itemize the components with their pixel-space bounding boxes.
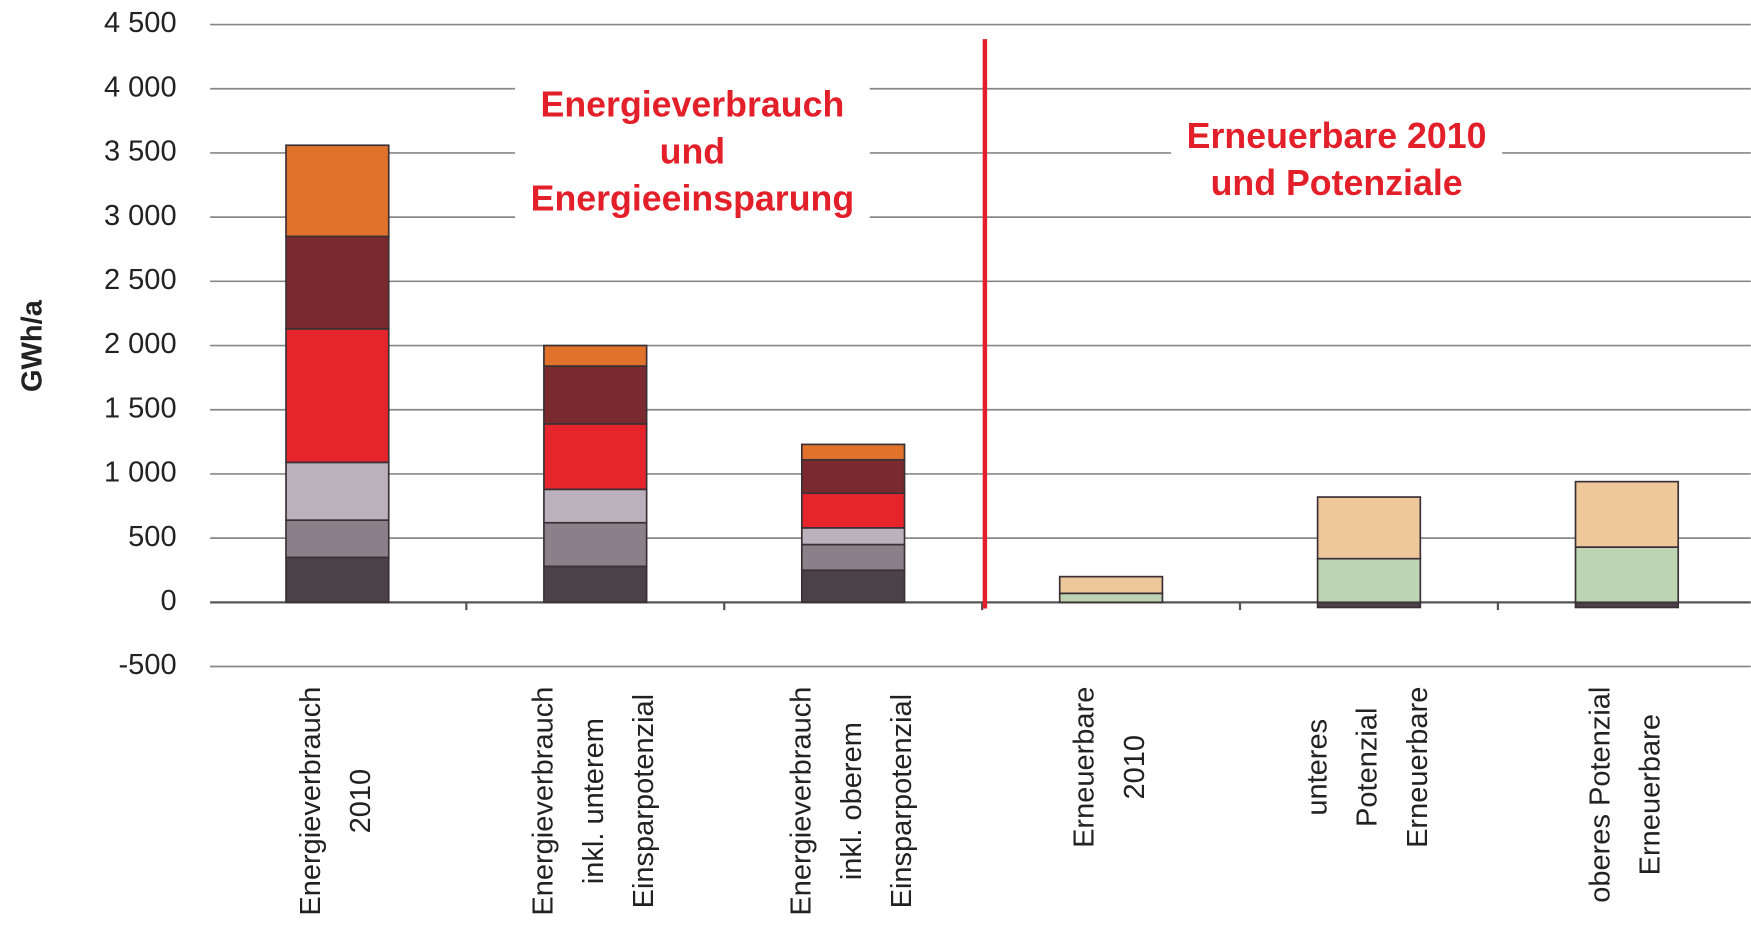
x-tick-label: 2010 [345, 769, 377, 834]
x-tick-label: Einsparpotenzial [886, 694, 918, 909]
y-axis-label: GWh/a [16, 299, 48, 392]
bar-segment [800, 458, 906, 495]
annotation-text: Energieeinsparung [531, 178, 855, 218]
bar-segment [1316, 557, 1422, 604]
y-tick-label: 2 500 [104, 264, 177, 296]
y-tick-label: 4 500 [104, 7, 177, 39]
bar-segment [285, 461, 390, 521]
y-tick-label: 2 000 [104, 328, 177, 360]
annotation-text: und [660, 132, 725, 172]
bar-segment [800, 543, 906, 572]
bar-segment [1316, 496, 1422, 560]
bar-segment [543, 565, 648, 604]
annotation: Erneuerbare 2010 und Potenziale [1171, 111, 1503, 208]
bar-segment [285, 519, 390, 559]
bar-segment [543, 488, 648, 524]
bar-segment [800, 527, 906, 546]
x-tick-label: Erneuerbare [1069, 687, 1101, 848]
y-tick-label: 3 500 [104, 136, 177, 168]
y-tick-label: 4 000 [104, 71, 177, 103]
bar-segment [1058, 575, 1164, 595]
y-tick-label: 3 000 [104, 200, 177, 232]
annotation-text: Energieverbrauch [541, 85, 845, 125]
bar-segment [543, 344, 648, 367]
bar-segment [1574, 546, 1680, 604]
x-tick-label: inkl. unterem [578, 718, 610, 884]
x-tick-label: Erneuerbare [1402, 687, 1434, 848]
annotation-text: und Potenziale [1211, 163, 1463, 203]
annotation: Energieverbrauch und Energieeinsparung [515, 80, 870, 223]
y-tick-label: 1 500 [104, 392, 177, 424]
bar-segment [285, 235, 390, 330]
bar-segment [285, 328, 390, 464]
x-tick-label: 2010 [1119, 735, 1151, 800]
y-tick-label: 500 [128, 521, 176, 553]
annotation-background [515, 80, 870, 223]
bar-segment [800, 443, 906, 461]
x-tick-label: Energieverbrauch [295, 687, 327, 916]
x-tick-label: unteres [1301, 719, 1333, 816]
bar-segment [800, 569, 906, 604]
bar-segment [285, 144, 390, 238]
bar-segment [543, 521, 648, 568]
x-tick-label: Energieverbrauch [786, 687, 818, 916]
x-tick-label: Potenzial [1352, 708, 1384, 827]
annotation-text: Erneuerbare 2010 [1187, 116, 1487, 156]
x-tick-label: Erneuerbare [1635, 714, 1667, 875]
bar-segment [285, 556, 390, 604]
x-tick-label: inkl. oberem [836, 722, 868, 880]
bar-segment [800, 492, 906, 529]
annotation-background [1171, 111, 1503, 208]
y-tick-label: 0 [160, 585, 176, 617]
bar-segment [1574, 480, 1680, 548]
y-tick-label: -500 [119, 649, 177, 681]
bar-segment [1058, 592, 1164, 604]
y-tick-label: 1 000 [104, 457, 177, 489]
x-tick-label: Energieverbrauch [528, 687, 560, 916]
bar-segment [543, 423, 648, 491]
bar-segment [543, 365, 648, 425]
x-tick-label: oberes Potenzial [1584, 687, 1616, 903]
x-tick-label: Einsparpotenzial [628, 694, 660, 909]
